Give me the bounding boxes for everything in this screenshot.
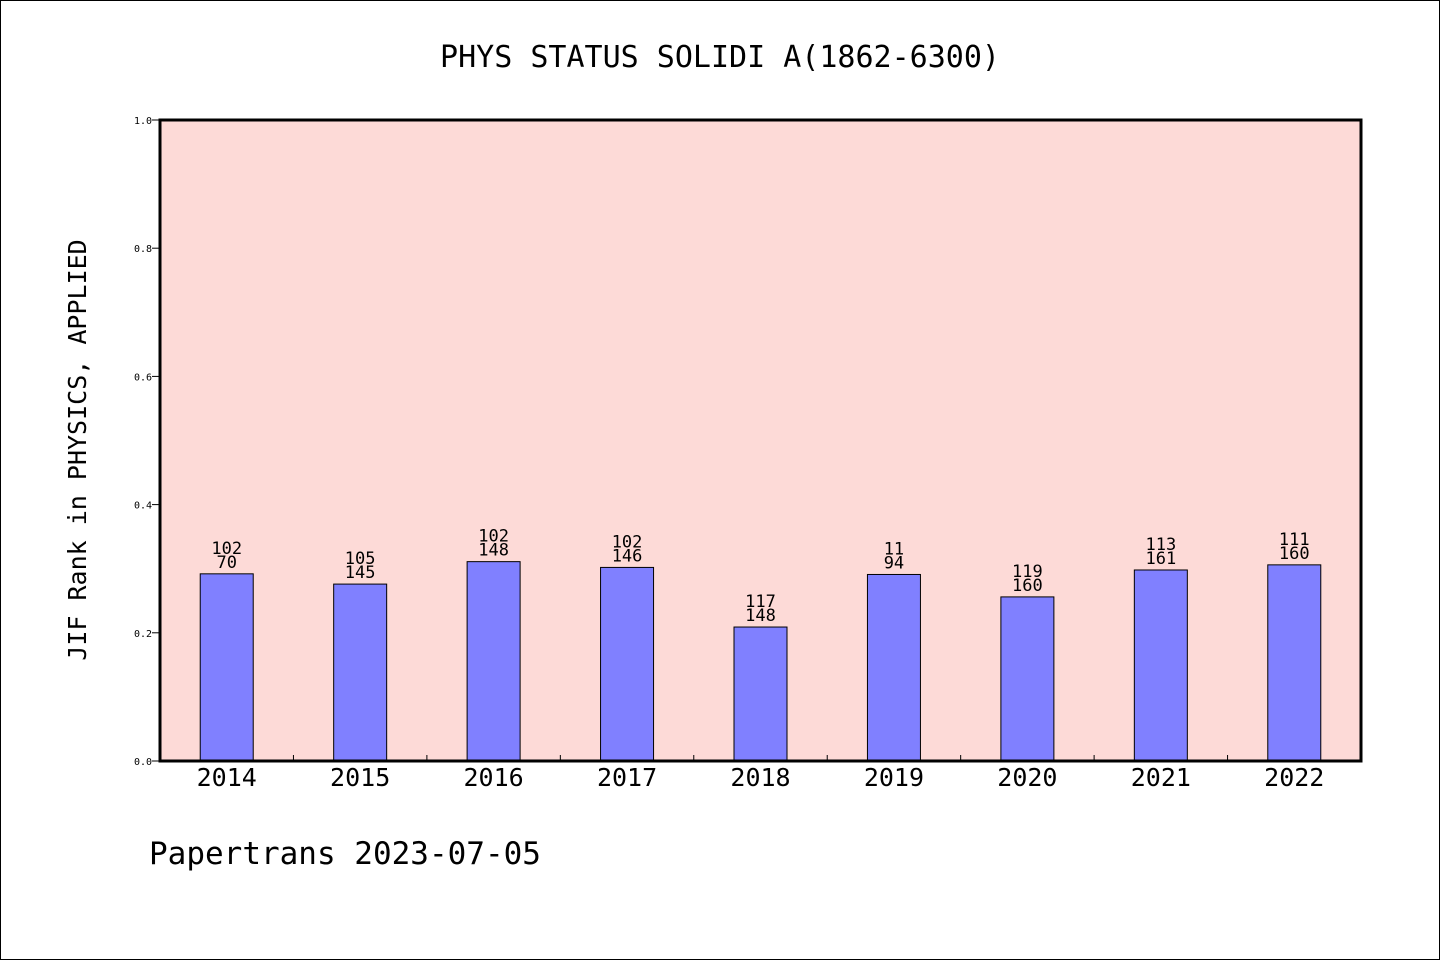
chart-title: PHYS STATUS SOLIDI A(1862-6300): [440, 40, 1000, 75]
bars-group: [199, 561, 1322, 762]
bar-label-bottom: 70: [216, 553, 236, 573]
bar-label-bottom: 161: [1145, 549, 1176, 569]
y-axis-ticks: 0.0 0.2 0.4 0.6 0.8 1.0: [134, 116, 160, 768]
x-tick-label: 2017: [597, 763, 657, 792]
bar-label-top: 102: [612, 532, 643, 552]
x-tick-label: 2020: [997, 763, 1057, 792]
bar-label-top: 117: [745, 592, 776, 612]
bar-label-top: 111: [1279, 530, 1310, 550]
y-tick-label: 0.4: [134, 501, 152, 512]
bar-label-bottom: 148: [478, 541, 509, 561]
x-tick-label: 2016: [464, 763, 524, 792]
x-tick-label: 2021: [1131, 763, 1191, 792]
bar-2016: [466, 561, 521, 762]
bar-2019: [866, 573, 921, 762]
bar-label-bottom: 146: [612, 546, 643, 566]
bar-label-top: 113: [1145, 535, 1176, 555]
bar-2022: [1267, 564, 1322, 762]
bar-label-bottom: 160: [1012, 576, 1043, 596]
y-axis-label: JIF Rank in PHYSICS, APPLIED: [63, 239, 92, 660]
bar-2014: [199, 573, 254, 762]
x-tick-label: 2022: [1264, 763, 1324, 792]
x-tick-label: 2019: [864, 763, 924, 792]
footer-text: Papertrans 2023-07-05: [149, 836, 541, 872]
bar-label-top: 119: [1012, 562, 1043, 582]
plot-border: [158, 118, 1363, 763]
bar-2015: [333, 583, 388, 762]
bar-label-top: 105: [345, 549, 376, 569]
y-tick-label: 1.0: [134, 116, 152, 127]
bar-2021: [1133, 569, 1188, 762]
bar-label-top: 102: [478, 527, 509, 547]
x-tick-label: 2015: [330, 763, 390, 792]
bar-2020: [1000, 596, 1055, 762]
x-tick-label: 2014: [197, 763, 257, 792]
bar-label-bottom: 148: [745, 606, 776, 626]
y-tick-label: 0.8: [134, 244, 152, 255]
y-tick-label: 0.2: [134, 629, 152, 640]
bar-label-bottom: 94: [884, 553, 904, 573]
x-axis-ticks: 2014 2015 2016 2017 2018 2019 2020 2021 2022: [197, 755, 1324, 792]
bar-label-bottom: 145: [345, 563, 376, 583]
bar-label-bottom: 160: [1279, 544, 1310, 564]
bar-2018: [733, 626, 788, 762]
y-tick-label: 0.6: [134, 372, 152, 383]
bar-label-top: 102: [211, 539, 242, 559]
bar-label-top: 11: [884, 539, 904, 559]
bar-2017: [600, 566, 655, 762]
y-tick-label: 0.0: [134, 757, 152, 768]
x-tick-label: 2018: [730, 763, 790, 792]
